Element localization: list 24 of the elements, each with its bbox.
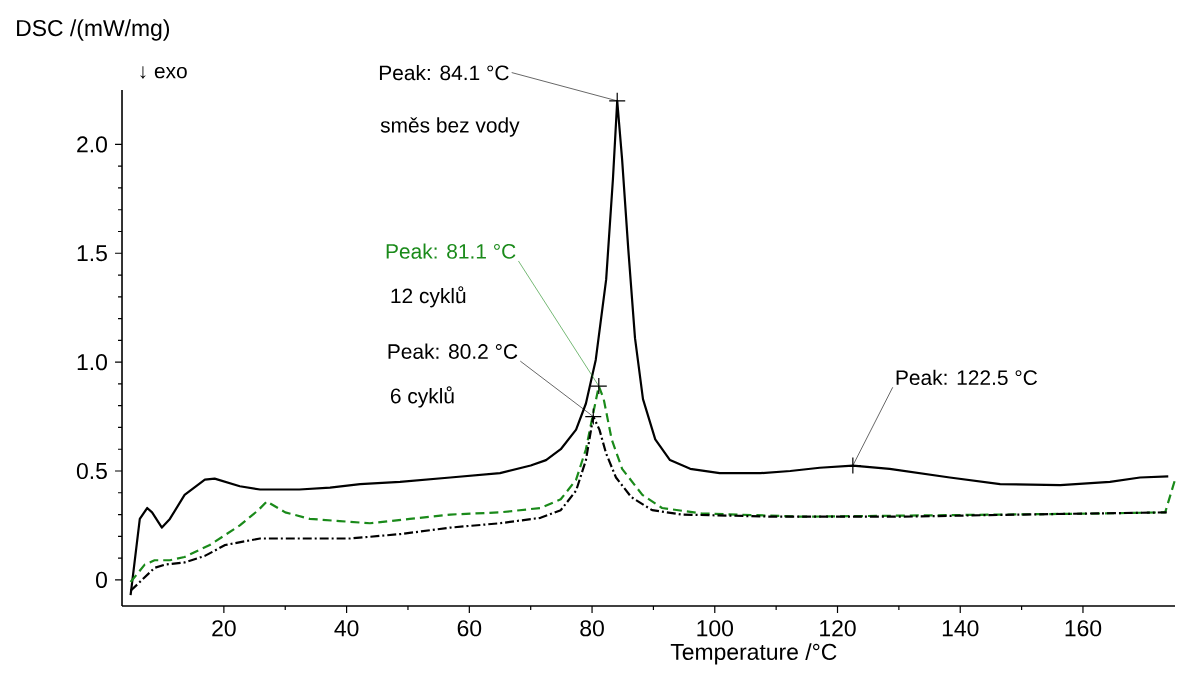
x-tick-label: 40 bbox=[334, 620, 359, 637]
y-tick-label: 1.5 bbox=[77, 245, 107, 262]
annotation: směs bez vody bbox=[380, 117, 520, 137]
annotation: Peak: 122.5 °C bbox=[896, 369, 1038, 386]
y-tick-label: 0.5 bbox=[76, 462, 107, 480]
x-tick-label: 140 bbox=[942, 620, 979, 637]
y-axis-title: DSC /(mW/mg) bbox=[17, 19, 170, 41]
x-tick-label: 60 bbox=[457, 620, 482, 637]
x-tick-label: 120 bbox=[820, 620, 856, 637]
x-tick-label: 20 bbox=[212, 620, 236, 637]
y-tick-label: 1.0 bbox=[77, 354, 107, 371]
y-tick-label: 0 bbox=[96, 571, 107, 588]
point bbox=[584, 407, 602, 426]
x-tick-label: 80 bbox=[580, 620, 604, 637]
text: ↓ exo bbox=[140, 66, 187, 79]
x-axis-title: Temperature /°C bbox=[670, 643, 837, 665]
x-tick-label: 160 bbox=[1065, 620, 1102, 637]
annotation: 12 cyklů bbox=[391, 286, 466, 308]
annotation: 6 cyklů bbox=[390, 386, 454, 408]
y-tick-label: 2.0 bbox=[77, 136, 107, 153]
annotation: Peak: 80.2 °C bbox=[388, 343, 518, 359]
x-tick-label: 100 bbox=[697, 620, 734, 637]
annotation: Peak: 81.1 °C bbox=[386, 243, 516, 259]
annotation: Peak: 84.1 °C bbox=[379, 64, 509, 81]
